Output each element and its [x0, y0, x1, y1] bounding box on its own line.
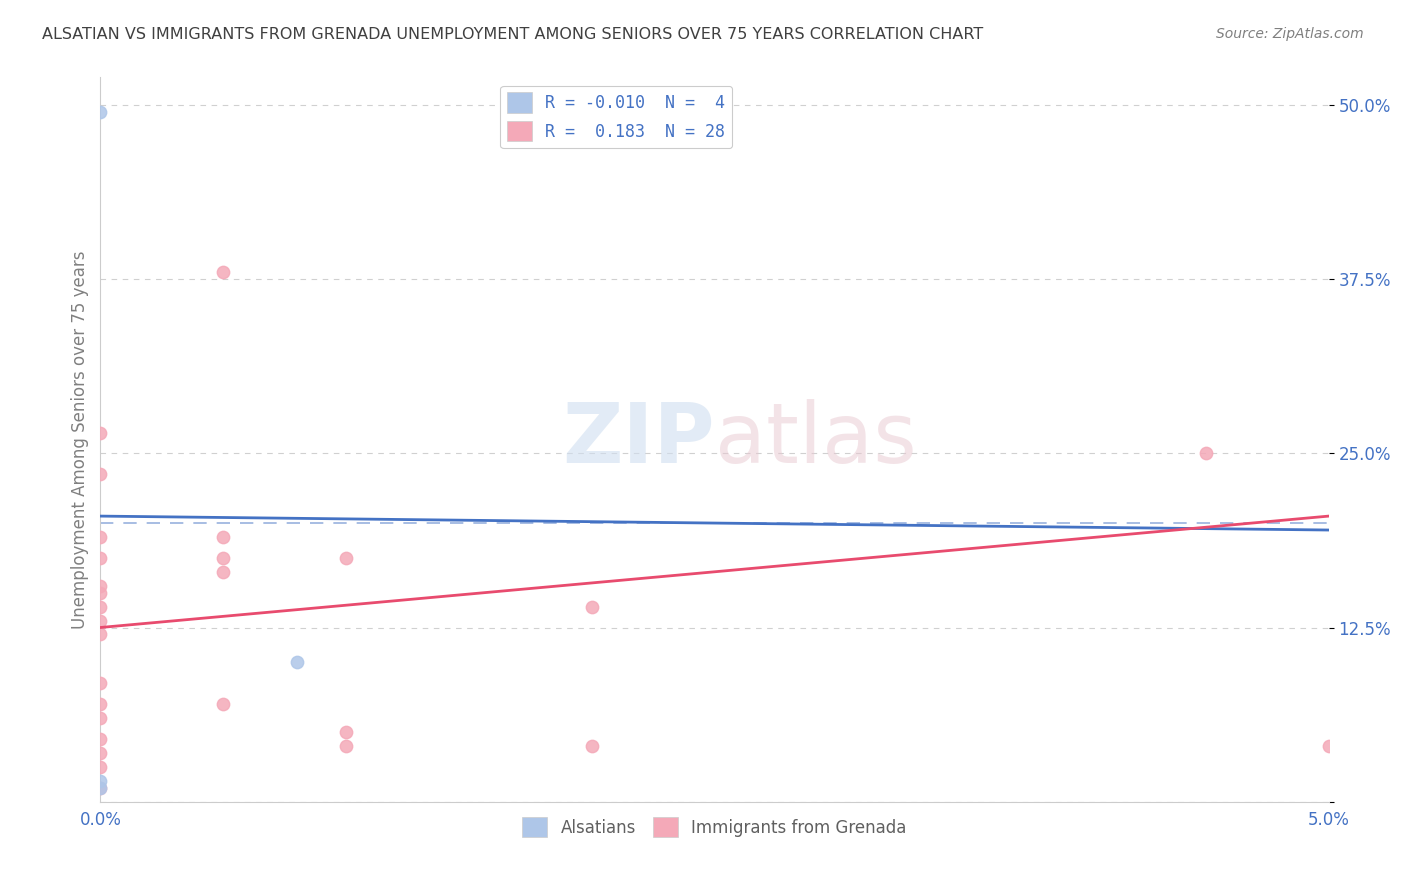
Point [335, 739, 357, 753]
Point [212, 265, 235, 279]
Point [89, 746, 111, 760]
Point [89, 780, 111, 795]
Legend: Alsatians, Immigrants from Grenada: Alsatians, Immigrants from Grenada [516, 810, 914, 844]
Point [212, 565, 235, 579]
Text: ZIP: ZIP [562, 399, 714, 480]
Text: Source: ZipAtlas.com: Source: ZipAtlas.com [1216, 27, 1364, 41]
Point [89, 425, 111, 440]
Text: atlas: atlas [714, 399, 917, 480]
Point [89, 550, 111, 565]
Point [89, 467, 111, 482]
Point [212, 550, 235, 565]
Point [89, 614, 111, 628]
Point [89, 599, 111, 614]
Point [89, 711, 111, 725]
Point [1317, 739, 1340, 753]
Point [89, 585, 111, 599]
Point [89, 579, 111, 593]
Point [1195, 446, 1218, 460]
Point [89, 773, 111, 788]
Point [89, 530, 111, 544]
Point [89, 627, 111, 641]
Point [581, 599, 603, 614]
Point [335, 550, 357, 565]
Point [212, 697, 235, 711]
Point [89, 731, 111, 746]
Point [285, 656, 308, 670]
Point [89, 780, 111, 795]
Point [89, 760, 111, 774]
Y-axis label: Unemployment Among Seniors over 75 years: Unemployment Among Seniors over 75 years [72, 251, 89, 629]
Point [581, 739, 603, 753]
Point [89, 697, 111, 711]
Point [335, 725, 357, 739]
Text: ALSATIAN VS IMMIGRANTS FROM GRENADA UNEMPLOYMENT AMONG SENIORS OVER 75 YEARS COR: ALSATIAN VS IMMIGRANTS FROM GRENADA UNEM… [42, 27, 983, 42]
Point [89, 105, 111, 120]
Point [89, 676, 111, 690]
Point [212, 530, 235, 544]
